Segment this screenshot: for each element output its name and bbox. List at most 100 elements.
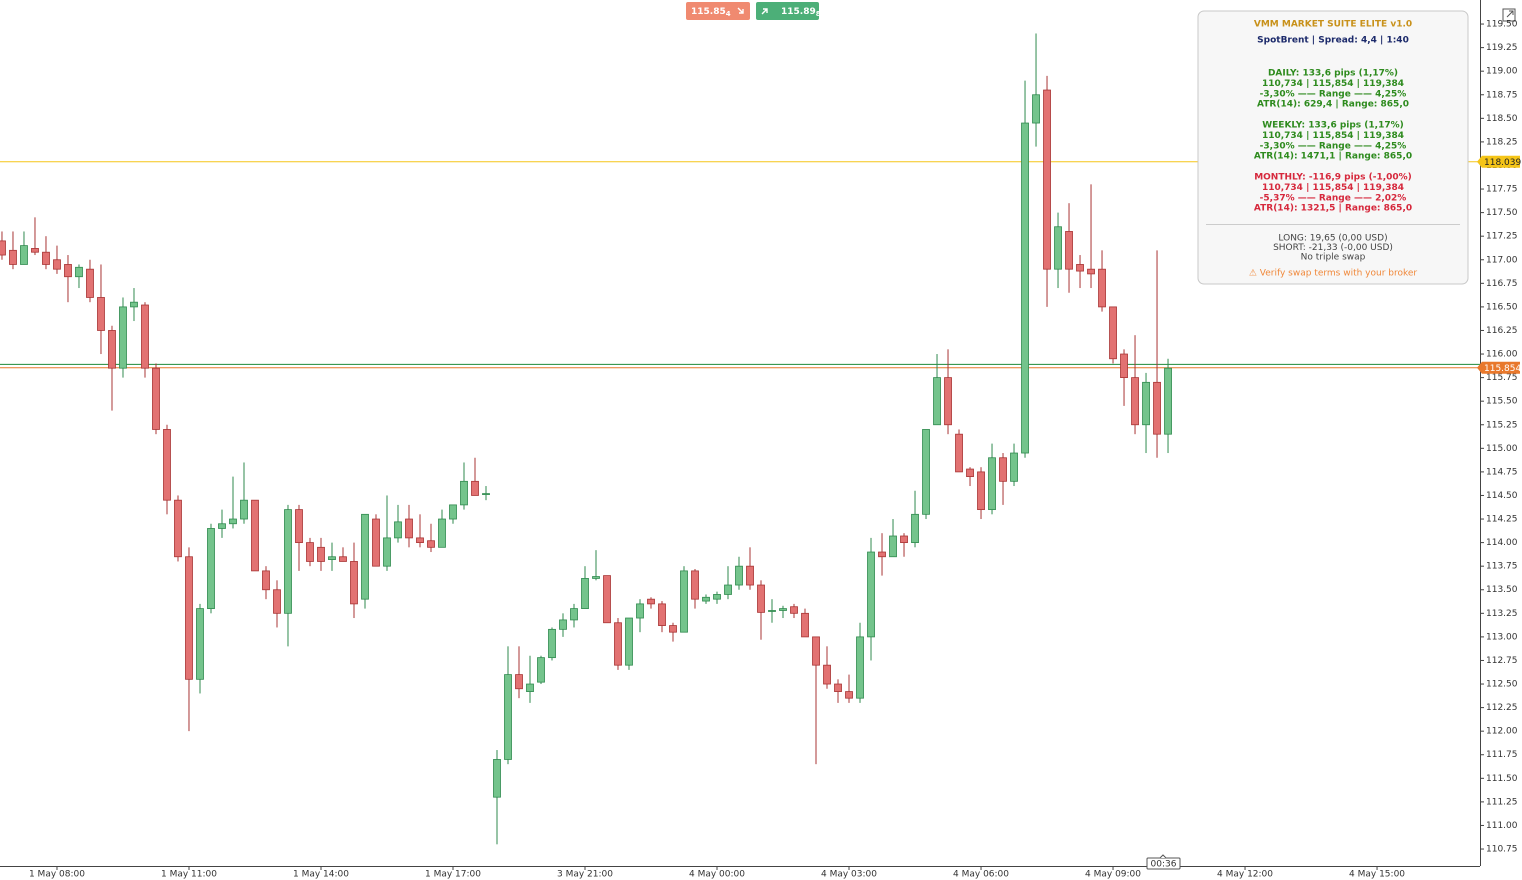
candle-body [625, 617, 633, 666]
candle-body [504, 674, 512, 760]
candle-body [515, 674, 523, 690]
button-bg[interactable] [686, 2, 750, 20]
candle-body [350, 561, 358, 605]
y-tick-label: 114.50 [1486, 491, 1518, 501]
panel-title: VMM MARKET SUITE ELITE v1.0 [1254, 20, 1412, 30]
candle-body [119, 306, 127, 369]
y-tick-label: 119.00 [1486, 67, 1518, 77]
y-tick-label: 114.00 [1486, 538, 1518, 548]
candle-body [1054, 226, 1062, 270]
candle-body [306, 542, 314, 562]
candle-body [86, 268, 94, 298]
candle-body [97, 297, 105, 331]
candle-body [328, 556, 336, 560]
y-tick-label: 116.75 [1486, 279, 1518, 289]
candle-body [702, 596, 710, 602]
button-price[interactable]: 115.898 [781, 7, 821, 19]
candle-body [372, 518, 380, 567]
y-tick-label: 117.50 [1486, 208, 1518, 218]
icon-frame[interactable] [1502, 8, 1516, 22]
price[interactable]: 115.85 [691, 7, 726, 17]
candle-body [141, 304, 149, 369]
candle-body [1010, 452, 1018, 482]
button-bg[interactable] [756, 2, 819, 20]
y-tick-label: 119.50 [1486, 20, 1518, 30]
candle-body [823, 664, 831, 685]
candle-body [845, 691, 853, 699]
candle-body [933, 377, 941, 426]
candle-body [757, 584, 765, 613]
y-tick-label: 119.25 [1486, 43, 1518, 53]
candle-body [581, 578, 589, 610]
y-tick-label: 112.75 [1486, 656, 1518, 666]
price[interactable]: 115.89 [781, 7, 816, 17]
candle-body [768, 610, 776, 612]
candle-body [691, 570, 699, 600]
candle-body [152, 367, 160, 430]
candle-body [482, 493, 490, 495]
price-tag-label: 115.854 [1484, 364, 1521, 374]
candle-body [1065, 231, 1073, 270]
button-arrow[interactable] [737, 7, 744, 14]
candle-body [1164, 367, 1172, 435]
y-tick-label: 118.50 [1486, 114, 1518, 124]
candle-body [0, 240, 6, 256]
bid-button[interactable]: 115.854 [686, 2, 750, 20]
candle-body [9, 249, 17, 265]
candle-body [614, 622, 622, 666]
candle-body [284, 509, 292, 614]
candle-body [1021, 122, 1029, 454]
candle-body [988, 457, 996, 511]
candle-body [262, 570, 270, 591]
y-tick-label: 117.25 [1486, 232, 1518, 242]
button-arrow[interactable] [761, 8, 768, 15]
candle-body [449, 504, 457, 520]
candle-body [416, 537, 424, 544]
expand-icon[interactable] [1502, 8, 1516, 22]
swap-line: SHORT: -21,33 (-0,00 USD) [1273, 243, 1393, 253]
y-tick-label: 113.50 [1486, 585, 1518, 595]
button-price[interactable]: 115.854 [691, 7, 731, 19]
panel-stat: -3,30% —— Range —— 4,25% [1260, 89, 1407, 99]
candle-body [196, 608, 204, 680]
panel-stat: WEEKLY: 133,6 pips (1,17%) [1262, 121, 1404, 131]
candle-body [746, 565, 754, 586]
candle-body [1043, 89, 1051, 270]
candle-body [790, 606, 798, 614]
panel-stat: -3,30% —— Range —— 4,25% [1260, 141, 1407, 151]
panel-stat: ATR(14): 629,4 | Range: 865,0 [1257, 100, 1409, 110]
candle-body [680, 570, 688, 633]
ask-button[interactable]: 115.898 [756, 2, 821, 20]
y-tick-label: 112.25 [1486, 703, 1518, 713]
x-tick-label: 4 May 06:00 [953, 870, 1009, 880]
y-tick-label: 116.50 [1486, 302, 1518, 312]
candle-body [1153, 381, 1161, 435]
icon-arrow[interactable] [1506, 10, 1514, 18]
x-tick-label: 4 May 03:00 [821, 870, 877, 880]
y-tick-label: 113.00 [1486, 632, 1518, 642]
candle-body [801, 612, 809, 638]
candle-body [42, 251, 50, 265]
y-tick-label: 117.75 [1486, 185, 1518, 195]
info-panel [1197, 10, 1469, 285]
candle-body [108, 330, 116, 369]
candle-body [130, 301, 138, 308]
candle-body [922, 429, 930, 515]
candle-body [713, 594, 721, 600]
candle-body [636, 603, 644, 619]
candle-body [1131, 377, 1139, 426]
price-digit[interactable]: 4 [726, 10, 731, 18]
price-digit[interactable]: 8 [816, 10, 821, 18]
x-tick-label: 1 May 11:00 [161, 870, 217, 880]
candle-body [911, 513, 919, 544]
candle-body [889, 535, 897, 558]
y-tick-label: 115.75 [1486, 373, 1518, 383]
candle-body [548, 628, 556, 659]
candle-body [944, 377, 952, 426]
candle-body [361, 513, 369, 600]
panel-stat: ATR(14): 1321,5 | Range: 865,0 [1254, 204, 1412, 214]
y-tick-label: 115.00 [1486, 444, 1518, 454]
panel-stat: -5,37% —— Range —— 2,02% [1260, 193, 1407, 203]
candle-body [207, 528, 215, 610]
candle-body [251, 499, 259, 572]
